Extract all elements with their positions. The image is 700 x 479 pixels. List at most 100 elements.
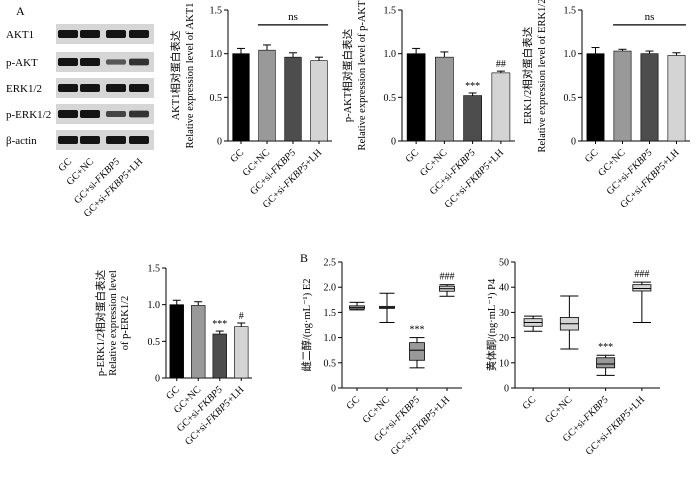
y-tick-label: 1.0 [324,333,337,344]
ns-label: ns [645,11,655,23]
blot-band [129,58,149,66]
blot-band [58,110,78,118]
bar [169,304,184,379]
blot-band [106,84,126,92]
significance-label: *** [410,325,425,336]
bar [406,53,426,142]
bar [234,326,249,379]
y-axis-label: ERK1/2相对蛋白表达 [521,26,534,124]
significance-label: ### [440,272,455,283]
y-tick-label: 0 [331,384,336,395]
y-tick-label: 0.5 [148,337,161,348]
category-label-part: GC+NC [543,394,575,426]
blot-label-erk: ERK1/2 [6,83,42,95]
bar [491,72,511,142]
bar [667,55,686,142]
category-label: GC [345,394,363,412]
ns-label: ns [288,11,298,23]
panel-label-b: B [300,251,308,265]
blot-band [80,58,100,66]
y-tick-label: 1.5 [324,308,337,319]
blot-band [80,110,100,118]
chart-2: 0 0.5 1.0 1.5 p-AKT相对蛋白表达 Relative expression… [341,0,515,211]
blot-band [129,110,149,118]
y-tick-label: 1.5 [564,6,577,17]
category-label: GC [583,147,601,165]
box [409,342,425,361]
blot-strip [56,104,154,124]
blot-label-beta-actin: β-actin [6,135,37,147]
blot-band [106,30,126,38]
significance-label: *** [465,81,480,92]
blot-band [129,136,149,144]
y-tick-label: 30 [499,308,509,319]
western-blot: AKT1 p-AKT ERK1/2 p-ERK1/2 β-actin GCGC+… [6,24,154,220]
category-label: GC [404,147,422,165]
y-tick-label: 0 [217,137,222,148]
y-tick-label: 1.0 [210,49,223,60]
significance-label: ### [634,269,649,280]
blot-strips [56,24,154,150]
bar [284,56,302,142]
bar [310,60,328,142]
bar [232,53,250,142]
blot-label-akt1: AKT1 [6,29,34,41]
blot-band [80,30,100,38]
blot-lane-label: GC [57,156,75,174]
chart-3: 0 0.5 1.0 1.5 ERK1/2相对蛋白表达 Relative expressio… [521,0,690,211]
y-tick-label: 1.5 [148,264,161,275]
y-tick-label: 0.5 [384,93,397,104]
category-label: GC+NC [543,394,575,426]
y-tick-label: 20 [499,333,509,344]
panel-label-a: A [16,4,25,18]
blot-lane-label-part: GC [57,156,75,174]
blot-band [80,136,100,144]
blot-band [106,111,126,117]
blot-band [129,84,149,92]
category-label-part: GC [345,394,363,412]
significance-label: *** [212,319,227,330]
y-tick-label: 0 [504,384,509,395]
bar [640,53,659,142]
blot-band [58,58,78,66]
box [632,284,652,292]
blot-strip [56,78,154,98]
y-tick-label: 1.0 [564,49,577,60]
y-tick-label: 1.0 [384,49,397,60]
y-tick-label: 1.0 [148,300,161,311]
chart-4: 0 0.5 1.0 1.5 p-ERK1/2相对蛋白表达 Relative express… [94,264,252,448]
y-tick-label: 2.0 [324,283,337,294]
y-tick-label: 10 [499,358,509,369]
y-axis-label: 黄体酮/(ng·mL⁻¹) P4 [485,278,498,371]
blot-band [106,136,126,144]
blot-strip [56,130,154,150]
y-axis-label: AKT1相对蛋白表达 [169,30,182,120]
y-axis-label: Relative expression level [108,270,119,376]
significance-label: *** [598,342,613,353]
bar [212,333,227,379]
y-tick-label: 50 [499,258,509,269]
blot-band [58,30,78,38]
y-axis-label: Relative expression level of p-AKT [357,0,368,150]
bar [258,49,276,142]
y-axis-label: p-AKT相对蛋白表达 [341,28,354,122]
category-label: GC [229,147,247,165]
blot-band [106,59,126,65]
y-tick-label: 1.5 [210,6,223,17]
significance-label: ## [496,59,506,70]
y-tick-label: 0 [155,374,160,385]
y-axis-label: Relative expression level of ERK1/2 [537,0,548,152]
bar [586,53,605,142]
blot-band [129,30,149,38]
y-tick-label: 0 [391,137,396,148]
blot-strip [56,52,154,72]
blot-label-p-erk: p-ERK1/2 [6,109,51,121]
y-tick-label: 0.5 [564,93,577,104]
y-tick-label: 40 [499,283,509,294]
bar [613,50,632,142]
category-label-part: GC [583,147,601,165]
y-tick-label: 0.5 [324,358,337,369]
box [596,357,616,369]
y-tick-label: 1.5 [384,6,397,17]
